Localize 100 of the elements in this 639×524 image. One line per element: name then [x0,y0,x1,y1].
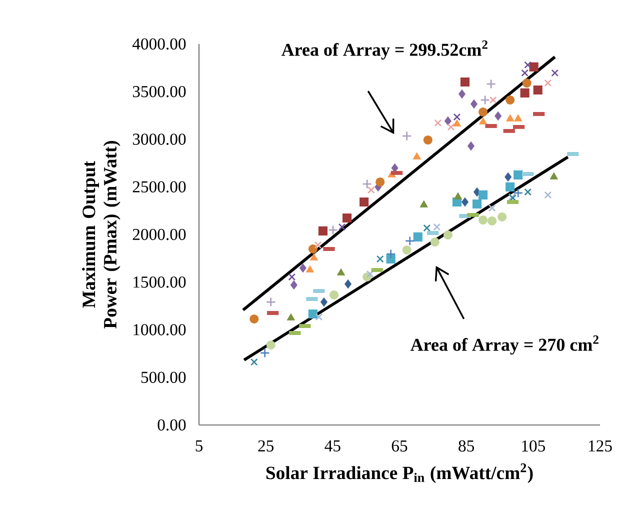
annotation: Area of Array = 270 cm$^{2}$ [410,335,598,355]
x-tick-label: 45 [324,440,340,452]
point [315,313,323,321]
point [489,96,497,104]
point [329,290,339,300]
point [468,141,474,151]
point [478,107,488,117]
point [462,197,468,207]
point [453,119,461,126]
point [447,123,455,131]
point [337,268,345,276]
point [420,200,428,208]
point [362,179,372,189]
y-tick-label: 3000.00 [132,134,186,145]
point [376,255,384,263]
point [514,114,522,122]
point [460,77,470,87]
point [480,95,490,105]
point [522,78,532,88]
point [524,188,532,196]
point [524,61,532,69]
point [328,225,338,235]
point [308,244,318,254]
point [444,116,452,126]
y-tick-label: 4000.00 [132,38,186,50]
point [412,152,421,160]
point [366,270,374,278]
point [367,186,375,194]
point [342,213,352,223]
point [288,273,296,281]
point [299,263,306,273]
x-tick-label: 125 [588,440,612,452]
annotation: Area of Array = 299.52cm$^{2}$ [282,40,488,60]
point [318,226,328,236]
point [434,119,442,127]
y-tick-label: 3500.00 [132,86,186,98]
y-tick-label: 500.00 [141,372,186,384]
point [314,241,322,249]
point [308,309,318,319]
y-tick-label: 0.00 [158,419,186,431]
point [320,297,328,307]
point [488,216,497,226]
x-tick-label: 85 [458,440,474,452]
y-tick-label: 1000.00 [134,324,186,336]
point [479,117,488,124]
point [498,212,507,222]
y-tick-label: 1500.00 [134,276,186,288]
point [521,69,528,77]
x-tick-label: 65 [392,440,408,452]
point [250,314,259,324]
point [344,279,352,289]
point [250,358,258,366]
y-tick-label: 2000.00 [132,228,186,240]
point [506,114,514,122]
point [423,224,431,232]
point [494,111,502,121]
point [514,170,523,180]
point [402,245,412,255]
point [504,172,512,182]
point [310,253,318,260]
point [478,215,488,225]
point [544,191,552,199]
point [430,237,440,247]
point [260,348,270,358]
point [453,113,461,121]
point [520,88,530,98]
point [506,182,515,192]
x-tick-label: 25 [258,440,274,452]
point [376,177,385,187]
point [423,135,432,145]
x-tick-label: 5 [196,440,203,452]
point [266,297,276,307]
point [478,190,488,200]
y-tick-label: 2500.00 [132,181,186,193]
point [443,230,452,240]
point [550,172,558,180]
point [454,192,462,200]
point [544,79,552,87]
point [472,199,482,209]
point [551,69,559,77]
point [470,99,478,109]
point [402,131,412,141]
point [290,280,298,290]
x-axis-title: Solar Irradiance P$_{in}$ (mWatt/cm$^{2}$) [266,463,533,484]
point [486,79,496,89]
point [386,254,396,264]
point [533,85,542,95]
y-axis-title: Maximum Output Power (Pmax) (mWatt) [82,140,120,329]
point [338,223,346,231]
point [506,95,515,105]
point [404,236,415,246]
point [433,223,441,231]
point [286,313,295,320]
point [513,188,524,198]
point [266,340,276,350]
point [306,265,314,272]
point [458,89,466,99]
point [413,232,422,242]
point [386,249,396,259]
x-tick-label: 105 [522,440,546,452]
